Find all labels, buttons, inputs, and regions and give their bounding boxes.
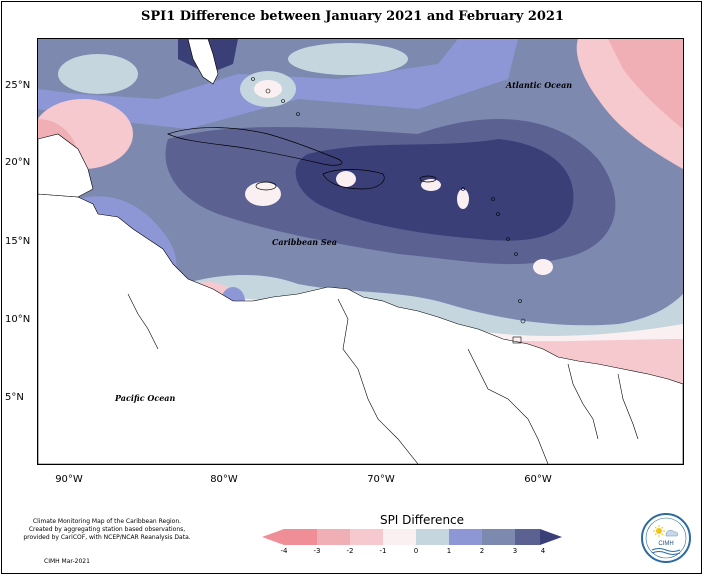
legend-tick-neg2: -2 [346,547,354,555]
credit-line-1: Climate Monitoring Map of the Caribbean … [32,518,182,525]
map-title: SPI1 Difference between January 2021 and… [140,9,565,24]
legend-tick-4: 4 [540,547,546,555]
spi-field [38,39,683,464]
spi-difference-map [37,38,684,465]
label-pacific-ocean: Pacific Ocean [115,393,176,403]
credit-date: CIMH Mar-2021 [44,558,90,565]
cimh-logo: CIMH [641,513,691,563]
legend-swatch-6 [449,529,482,545]
logo-ring [641,513,691,563]
field-atlantic-pale [288,43,408,75]
legend-colorbar [262,529,562,545]
lat-label-5: 5°N [5,392,24,403]
hispaniola-outline [322,169,385,190]
lon-label-60: 60°W [524,474,552,485]
legend-swatch-2 [317,529,350,545]
field-haiti-neutral [336,171,356,187]
wave-icon [651,548,681,552]
lon-label-70: 70°W [367,474,395,485]
logo-text: CIMH [658,541,673,547]
label-caribbean-sea: Caribbean Sea [272,237,337,247]
lat-label-15: 15°N [5,236,31,247]
cuba-outline [167,127,343,166]
legend-tick-1: 1 [446,547,452,555]
legend-swatch-8 [515,529,540,545]
legend-title: SPI Difference [379,513,465,527]
field-atlantic-pink-2 [608,39,683,129]
legend-swatch-4 [383,529,416,545]
legend-swatch-1 [284,529,317,545]
florida-outline [187,39,219,85]
landmass-south [38,193,683,464]
label-atlantic-ocean: Atlantic Ocean [506,80,573,90]
field-guadeloupe-neutral [457,189,469,209]
legend-arrow-left [262,529,284,545]
landmass-yucatan [38,133,94,198]
field-jamaica-neutral [245,182,281,206]
lat-label-10: 10°N [5,314,31,325]
credit-line-2: Created by aggregating station based obs… [28,526,186,533]
legend-tick-2: 2 [479,547,485,555]
logo-inner-ring [645,517,687,559]
field-pr-neutral [421,179,441,191]
cloud-icon [665,530,679,537]
legend-tick-neg1: -1 [379,547,387,555]
lat-label-20: 20°N [5,157,31,168]
legend-swatch-3 [350,529,383,545]
lat-label-25: 25°N [5,80,31,91]
legend-tick-neg4: -4 [280,547,288,555]
field-barbados-neutral [533,259,553,275]
sun-icon [653,525,665,537]
puertorico-outline [419,175,437,183]
legend-swatch-5 [416,529,449,545]
legend-tick-0: 0 [413,547,419,555]
credit-block: Climate Monitoring Map of the Caribbean … [7,518,207,542]
legend-tick-3: 3 [512,547,518,555]
field-gulf-pale [58,54,138,94]
jamaica-outline [255,181,277,191]
legend-tick-neg3: -3 [313,547,321,555]
legend-swatch-7 [482,529,515,545]
wave-icon-2 [651,551,681,555]
lon-label-80: 80°W [210,474,238,485]
lon-label-90: 90°W [55,474,83,485]
legend-arrow-right [540,529,562,545]
credit-line-3: provided by CariCOF, with NCEP/NCAR Rean… [23,534,191,541]
